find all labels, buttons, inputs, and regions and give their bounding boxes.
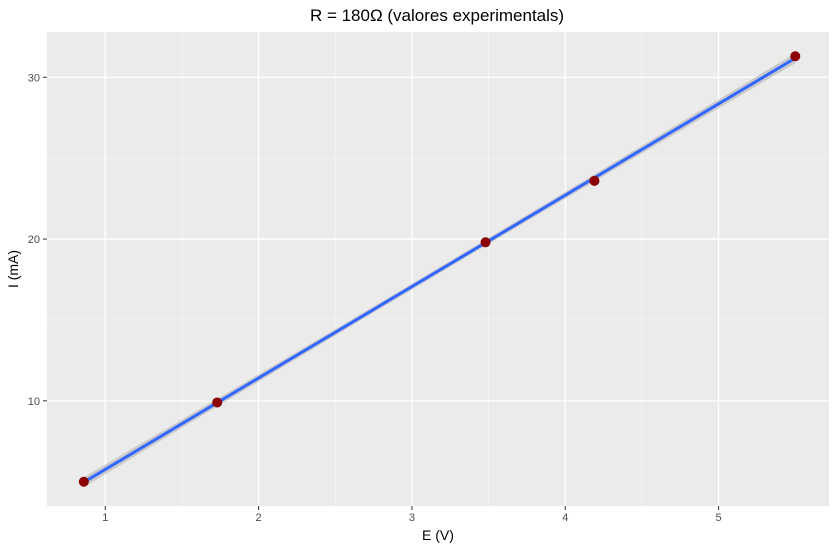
x-tick-label: 4 — [562, 512, 568, 524]
y-axis-ticks: 10 20 30 — [28, 72, 47, 408]
data-point — [589, 175, 600, 186]
regression-line — [83, 56, 797, 484]
chart-title: R = 180Ω (valores experimentals) — [310, 6, 564, 25]
major-gridlines — [47, 32, 829, 506]
fit-line — [83, 56, 797, 484]
data-point — [480, 237, 491, 248]
y-tick-label: 30 — [28, 72, 40, 84]
x-tick-label: 1 — [102, 512, 108, 524]
y-tick-label: 20 — [28, 234, 40, 246]
x-axis-ticks: 1 2 3 4 5 — [102, 506, 722, 524]
minor-gridlines — [47, 32, 829, 506]
x-tick-label: 5 — [716, 512, 722, 524]
y-tick-label: 10 — [28, 396, 40, 408]
data-points — [78, 51, 801, 487]
data-point — [78, 476, 89, 487]
x-axis-label: E (V) — [422, 527, 454, 543]
x-tick-label: 2 — [256, 512, 262, 524]
data-point — [212, 397, 223, 408]
y-axis-label: I (mA) — [5, 250, 21, 288]
data-point — [790, 51, 801, 62]
x-tick-label: 3 — [409, 512, 415, 524]
